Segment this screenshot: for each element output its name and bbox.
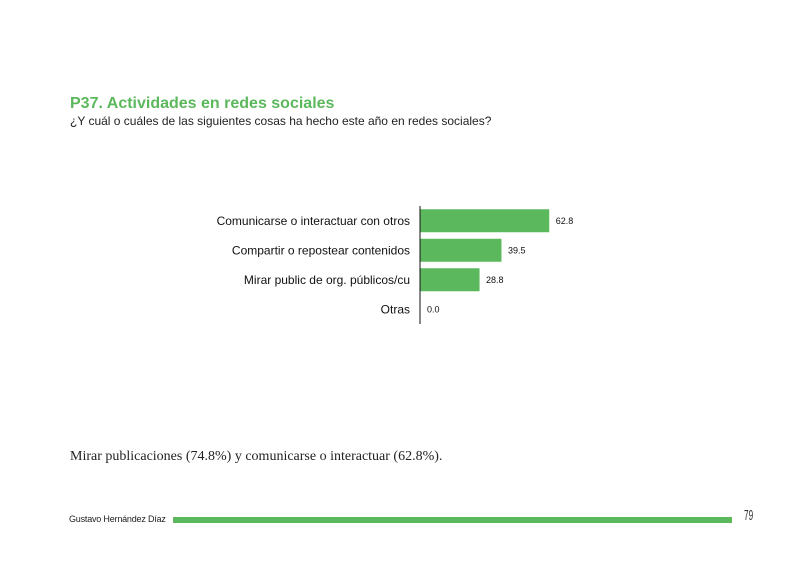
value-label: 62.8 (556, 216, 574, 226)
page-number: 79 (744, 507, 754, 524)
category-label: Mirar public de org. públicos/cu (244, 273, 410, 287)
footer-author: Gustavo Hernández Díaz (69, 514, 166, 524)
category-label: Compartir o repostear contenidos (232, 243, 410, 257)
chart-title: P37. Actividades en redes sociales (70, 95, 335, 112)
category-label: Otras (381, 302, 410, 316)
footer-rule (173, 517, 732, 523)
bar (420, 238, 502, 262)
chart-subtitle: ¿Y cuál o cuáles de las siguientes cosas… (70, 114, 492, 128)
value-label: 28.8 (486, 275, 504, 285)
chart-heading: P37. Actividades en redes sociales ¿Y cu… (70, 94, 491, 128)
category-label: Comunicarse o interactuar con otros (217, 214, 410, 228)
bar (420, 209, 550, 233)
value-label: 0.0 (427, 304, 440, 314)
bar (420, 268, 480, 292)
summary-note: Mirar publicaciones (74.8%) y comunicars… (70, 449, 443, 464)
value-label: 39.5 (508, 245, 526, 255)
